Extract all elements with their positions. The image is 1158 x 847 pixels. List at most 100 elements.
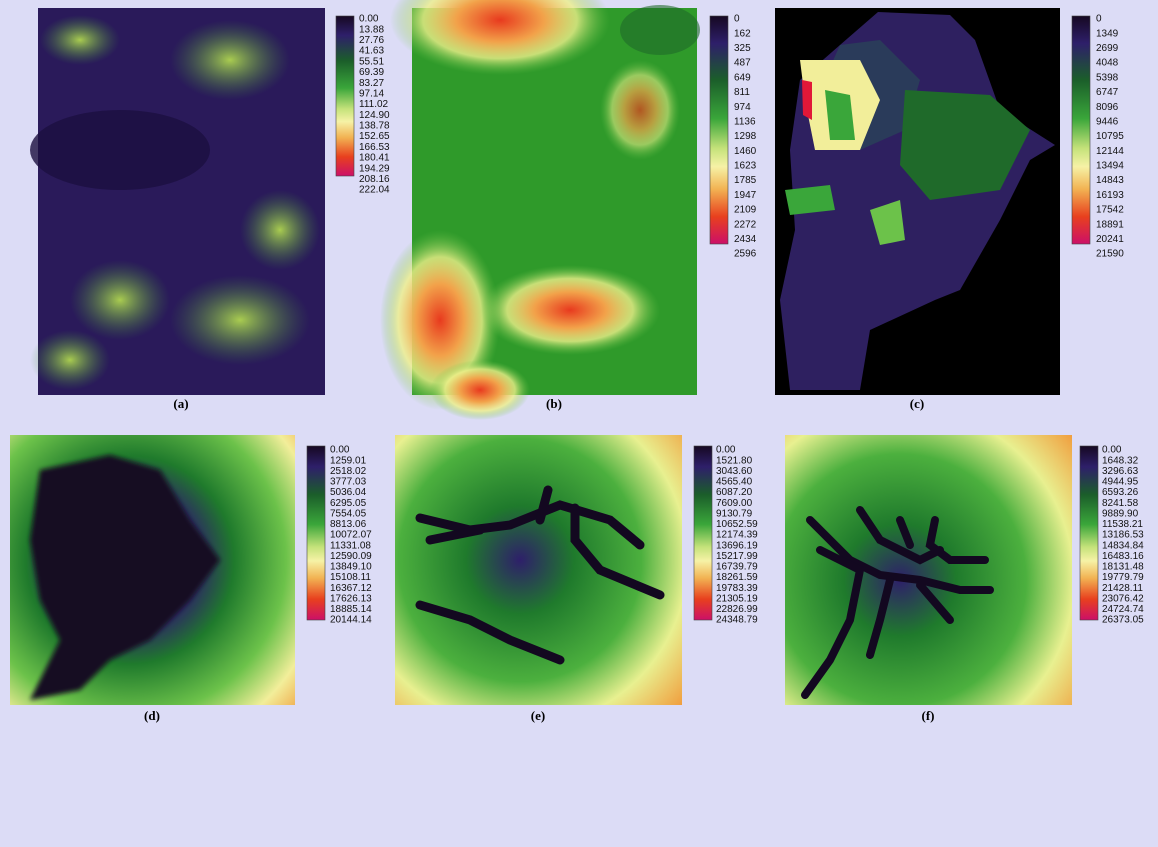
legend-label: 12144 — [1096, 146, 1124, 157]
legend-label: 0.00 — [330, 445, 350, 456]
legend-label: 1648.32 — [1102, 455, 1139, 466]
legend-label: 974 — [734, 102, 751, 113]
legend-label: 13849.10 — [330, 562, 372, 573]
legend-label: 180.41 — [359, 153, 390, 164]
legend-label: 6087.20 — [716, 487, 753, 498]
legend-label: 0.00 — [1102, 445, 1122, 456]
legend-label: 2596 — [734, 249, 757, 260]
legend-label: 21428.11 — [1102, 583, 1143, 594]
legend-label: 2518.02 — [330, 466, 367, 477]
legend-label: 4565.40 — [716, 477, 753, 488]
legend-bar — [1080, 446, 1098, 620]
legend-label: 11538.21 — [1102, 519, 1143, 530]
legend-label: 13.88 — [359, 24, 384, 35]
legend-label: 27.76 — [359, 35, 384, 46]
legend-label: 1259.01 — [330, 455, 367, 466]
legend-label: 138.78 — [359, 121, 390, 132]
legend-label: 649 — [734, 72, 751, 83]
legend-label: 16193 — [1096, 190, 1124, 201]
legend-label: 3296.63 — [1102, 466, 1139, 477]
legend-label: 18891 — [1096, 219, 1124, 230]
legend-label: 41.63 — [359, 46, 384, 57]
legend-label: 23076.42 — [1102, 593, 1144, 604]
legend-label: 9130.79 — [716, 508, 753, 519]
map-a — [30, 8, 325, 395]
panel-caption: (a) — [173, 396, 188, 411]
legend-label: 15217.99 — [716, 551, 758, 562]
legend-label: 20241 — [1096, 234, 1124, 245]
legend-label: 811 — [734, 87, 750, 98]
legend-label: 15108.11 — [330, 572, 371, 583]
figure: 0.0013.8827.7641.6355.5169.3983.2797.141… — [0, 0, 1158, 847]
legend-label: 1298 — [734, 131, 757, 142]
legend-label: 8096 — [1096, 102, 1119, 113]
panel-caption: (c) — [910, 396, 924, 411]
legend-label: 19783.39 — [716, 583, 758, 594]
legend-bar — [710, 16, 728, 244]
legend-label: 7609.00 — [716, 498, 753, 509]
legend-label: 1521.80 — [716, 455, 753, 466]
legend-label: 1136 — [734, 116, 756, 127]
legend-label: 0.00 — [359, 14, 379, 25]
legend-label: 2272 — [734, 219, 757, 230]
legend-label: 13494 — [1096, 161, 1124, 172]
legend-label: 16483.16 — [1102, 551, 1144, 562]
legend-label: 24348.79 — [716, 615, 758, 626]
map-f — [785, 435, 1072, 705]
legend-label: 2434 — [734, 234, 757, 245]
legend-label: 26373.05 — [1102, 615, 1144, 626]
legend-label: 3777.03 — [330, 477, 367, 488]
legend-label: 17626.13 — [330, 593, 372, 604]
legend-label: 12174.39 — [716, 530, 758, 541]
legend-label: 1785 — [734, 175, 757, 186]
legend-label: 1460 — [734, 146, 757, 157]
legend-label: 325 — [734, 43, 751, 54]
legend-label: 9889.90 — [1102, 508, 1139, 519]
legend-label: 2699 — [1096, 43, 1119, 54]
panel-caption: (e) — [531, 708, 545, 723]
legend-bar — [307, 446, 325, 620]
legend-label: 13186.53 — [1102, 530, 1144, 541]
legend-label: 222.04 — [359, 185, 390, 196]
map-c — [775, 8, 1060, 395]
legend-label: 19779.79 — [1102, 572, 1144, 583]
legend-label: 14834.84 — [1102, 540, 1144, 551]
legend-label: 162 — [734, 28, 751, 39]
panel-caption: (f) — [922, 708, 935, 723]
legend-label: 16739.79 — [716, 562, 758, 573]
legend-label: 111.02 — [359, 99, 389, 110]
legend-label: 1349 — [1096, 28, 1119, 39]
legend-label: 12590.09 — [330, 551, 372, 562]
legend-label: 10072.07 — [330, 530, 372, 541]
map-b — [380, 0, 700, 420]
legend-label: 0 — [1096, 14, 1102, 25]
legend-label: 69.39 — [359, 67, 384, 78]
legend-label: 55.51 — [359, 56, 384, 67]
legend-label: 16367.12 — [330, 583, 372, 594]
legend-label: 166.53 — [359, 142, 390, 153]
legend-label: 18885.14 — [330, 604, 372, 615]
legend-label: 11331.08 — [330, 540, 371, 551]
legend-label: 17542 — [1096, 205, 1124, 216]
legend-label: 3043.60 — [716, 466, 753, 477]
legend-label: 21590 — [1096, 249, 1124, 260]
legend-label: 1623 — [734, 161, 757, 172]
legend-bar — [1072, 16, 1090, 244]
legend-label: 2109 — [734, 205, 757, 216]
legend-label: 208.16 — [359, 174, 390, 185]
legend-label: 8813.06 — [330, 519, 367, 530]
legend-label: 20144.14 — [330, 615, 372, 626]
legend-label: 0.00 — [716, 445, 736, 456]
legend-label: 83.27 — [359, 78, 384, 89]
legend-label: 6593.26 — [1102, 487, 1139, 498]
legend-label: 5036.04 — [330, 487, 367, 498]
map-d — [10, 435, 295, 705]
legend-label: 10795 — [1096, 131, 1124, 142]
map-e — [395, 435, 682, 705]
legend-label: 5398 — [1096, 72, 1119, 83]
legend-label: 4944.95 — [1102, 477, 1139, 488]
legend-label: 7554.05 — [330, 508, 367, 519]
legend-label: 152.65 — [359, 131, 390, 142]
legend-label: 487 — [734, 58, 751, 69]
legend-label: 10652.59 — [716, 519, 758, 530]
